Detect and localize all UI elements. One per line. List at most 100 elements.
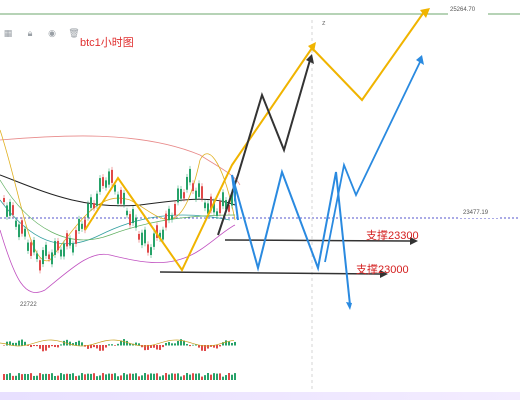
macd-bar <box>36 345 38 347</box>
volume-bar <box>21 374 23 380</box>
candle-body <box>6 205 8 217</box>
volume-bar <box>96 376 98 380</box>
candle-body <box>177 188 179 203</box>
candle-body <box>105 180 107 188</box>
candle-body <box>120 189 122 204</box>
candle-body <box>162 229 164 240</box>
macd-bar <box>9 341 11 346</box>
macd-bar <box>51 345 53 347</box>
volume-bar <box>186 373 188 380</box>
volume-bar <box>75 376 77 380</box>
candle-body <box>129 214 131 226</box>
yellow-arrow-head-2 <box>308 42 316 52</box>
volume-bar <box>198 373 200 380</box>
volume-bar <box>153 373 155 380</box>
volume-bar <box>180 376 182 380</box>
macd-bar <box>33 345 35 347</box>
volume-bar <box>114 373 116 380</box>
yellow-arrow-head <box>420 8 430 18</box>
candle-body <box>9 201 11 216</box>
candle-body <box>54 241 56 255</box>
candle-body <box>60 249 62 257</box>
volume-bar <box>69 373 71 380</box>
macd-bar <box>96 345 98 349</box>
candle-body <box>231 192 233 206</box>
candle-body <box>204 202 206 209</box>
support-label-23000: 支撑23000 <box>356 264 409 276</box>
volume-bar <box>108 373 110 380</box>
candle-body <box>153 233 155 247</box>
macd-bar <box>228 341 230 346</box>
candle-body <box>156 225 158 238</box>
volume-bar <box>27 374 29 380</box>
macd-bar <box>165 343 167 346</box>
volume-bar <box>150 373 152 380</box>
macd-bar <box>87 345 89 349</box>
volume-bar <box>126 374 128 380</box>
candle-body <box>72 243 74 253</box>
macd-bar <box>174 343 176 346</box>
macd-bar <box>18 340 20 346</box>
volume-pane <box>3 373 236 380</box>
macd-bar <box>234 341 236 346</box>
volume-bar <box>45 373 47 380</box>
volume-bar <box>123 373 125 380</box>
candle-body <box>63 243 65 257</box>
macd-bar <box>213 345 215 348</box>
volume-bar <box>228 373 230 380</box>
volume-bar <box>192 373 194 380</box>
macd-bar <box>6 341 8 346</box>
blue-projection-path-3 <box>324 61 421 263</box>
black-projection-path <box>217 59 311 236</box>
volume-bar <box>222 376 224 380</box>
macd-bar <box>207 345 209 349</box>
candle-body <box>189 168 191 183</box>
macd-bar <box>168 342 170 346</box>
candle-body <box>24 228 26 237</box>
volume-bar <box>72 373 74 380</box>
macd-signal-line <box>0 339 235 347</box>
candle-body <box>228 204 230 212</box>
macd-bar <box>225 340 227 346</box>
candle-body <box>93 203 95 209</box>
lock-icon[interactable]: 🔒︎ <box>27 27 33 38</box>
macd-bar <box>171 343 173 346</box>
macd-bar <box>27 345 29 346</box>
bottom-scroll-strip[interactable] <box>0 392 520 400</box>
candle-body <box>12 205 14 215</box>
yellow-projection-path <box>84 11 425 272</box>
macd-bar <box>93 345 95 348</box>
candle-body <box>180 188 182 199</box>
candle-body <box>141 232 143 246</box>
eye-icon[interactable]: ◉ <box>48 27 56 38</box>
volume-bar <box>12 375 14 380</box>
candle-body <box>138 233 140 240</box>
macd-bar <box>45 345 47 351</box>
macd-bar <box>147 345 149 350</box>
candle-body <box>168 208 170 221</box>
mid-price-label: 23477.19 <box>463 210 489 216</box>
volume-bar <box>129 373 131 380</box>
trash-icon[interactable]: 🗑︎ <box>68 27 80 38</box>
volume-bar <box>84 374 86 380</box>
macd-bar <box>69 341 71 346</box>
candle-body <box>27 242 29 251</box>
macd-bar <box>111 344 113 346</box>
candle-body <box>207 203 209 214</box>
volume-bar <box>111 373 113 380</box>
candle-body <box>201 186 203 199</box>
candle-body <box>81 223 83 229</box>
candle-body <box>150 247 152 256</box>
candlestick-series <box>3 165 236 274</box>
volume-bar <box>48 373 50 380</box>
grid-icon[interactable]: ▦ <box>3 27 13 38</box>
volume-bar <box>117 376 119 380</box>
volume-bar <box>24 373 26 380</box>
blue-arrow-head-2 <box>346 302 352 310</box>
macd-bar <box>156 345 158 350</box>
macd-bar <box>159 345 161 350</box>
macd-pane <box>0 339 236 352</box>
candle-body <box>213 201 215 213</box>
mid-price-tag <box>460 209 498 218</box>
candle-body <box>102 177 104 186</box>
